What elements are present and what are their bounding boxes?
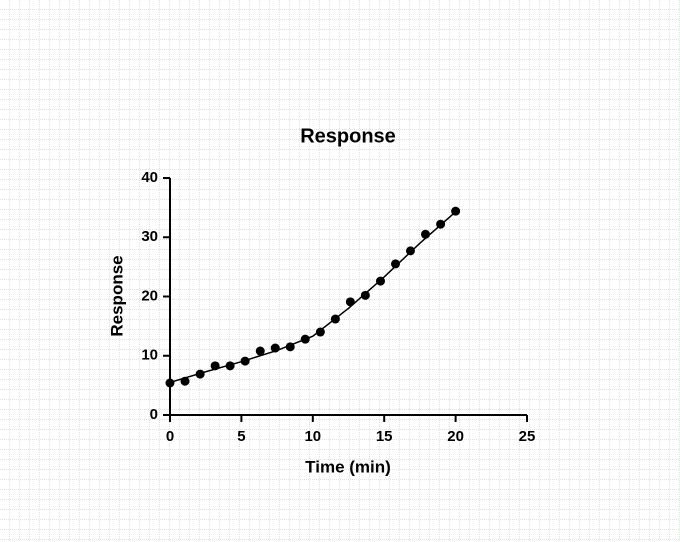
x-tick-label: 20: [447, 428, 464, 445]
data-point: [255, 346, 265, 356]
data-point: [360, 290, 370, 300]
y-tick-label: 30: [141, 228, 158, 245]
x-axis-label: Time (min): [305, 457, 391, 476]
x-tick-label: 5: [237, 428, 245, 445]
chart-title: Response: [300, 125, 396, 147]
x-tick-label: 15: [376, 428, 393, 445]
data-point: [345, 297, 355, 307]
y-axis-label: Response: [107, 255, 126, 336]
data-point: [165, 378, 175, 388]
y-tick-label: 10: [141, 347, 158, 364]
fit-line: [169, 211, 457, 384]
data-point: [405, 246, 415, 256]
y-tick-label: 40: [141, 169, 158, 186]
data-point: [315, 327, 325, 337]
x-tick-label: 0: [166, 428, 174, 445]
y-tick-label: 0: [150, 406, 158, 423]
y-tick-label: 20: [141, 287, 158, 304]
x-tick-label: 25: [519, 428, 536, 445]
x-tick-label: 10: [304, 428, 321, 445]
data-point: [390, 259, 400, 269]
